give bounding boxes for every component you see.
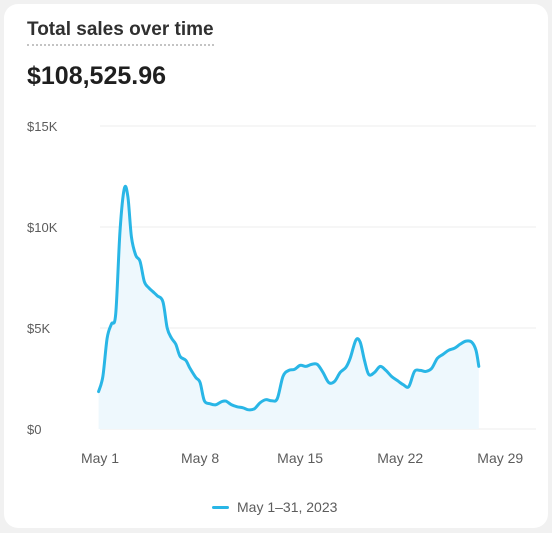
x-tick-label: May 8 <box>181 450 219 466</box>
x-tick-label: May 1 <box>81 450 119 466</box>
y-tick-label: $15K <box>27 119 58 134</box>
series-line[interactable] <box>97 184 481 412</box>
x-tick-label: May 29 <box>477 450 523 466</box>
y-tick-label: $10K <box>27 220 58 235</box>
sales-card <box>4 4 548 528</box>
x-tick-label: May 15 <box>277 450 323 466</box>
series-area <box>98 186 479 429</box>
x-axis-tick-labels: May 1 May 8 May 15 May 22 May 29 <box>81 450 523 466</box>
y-tick-label: $5K <box>27 321 50 336</box>
x-tick-label: May 22 <box>377 450 423 466</box>
card-title[interactable]: Total sales over time <box>27 19 214 46</box>
chart-legend[interactable]: May 1–31, 2023 <box>212 499 337 515</box>
legend-swatch <box>212 505 229 509</box>
total-sales-value: $108,525.96 <box>27 62 167 90</box>
y-tick-label: $0 <box>27 422 41 437</box>
y-axis-tick-labels: $0 $5K $10K $15K <box>27 119 58 437</box>
legend-label: May 1–31, 2023 <box>237 499 338 515</box>
series-layer <box>97 184 481 429</box>
